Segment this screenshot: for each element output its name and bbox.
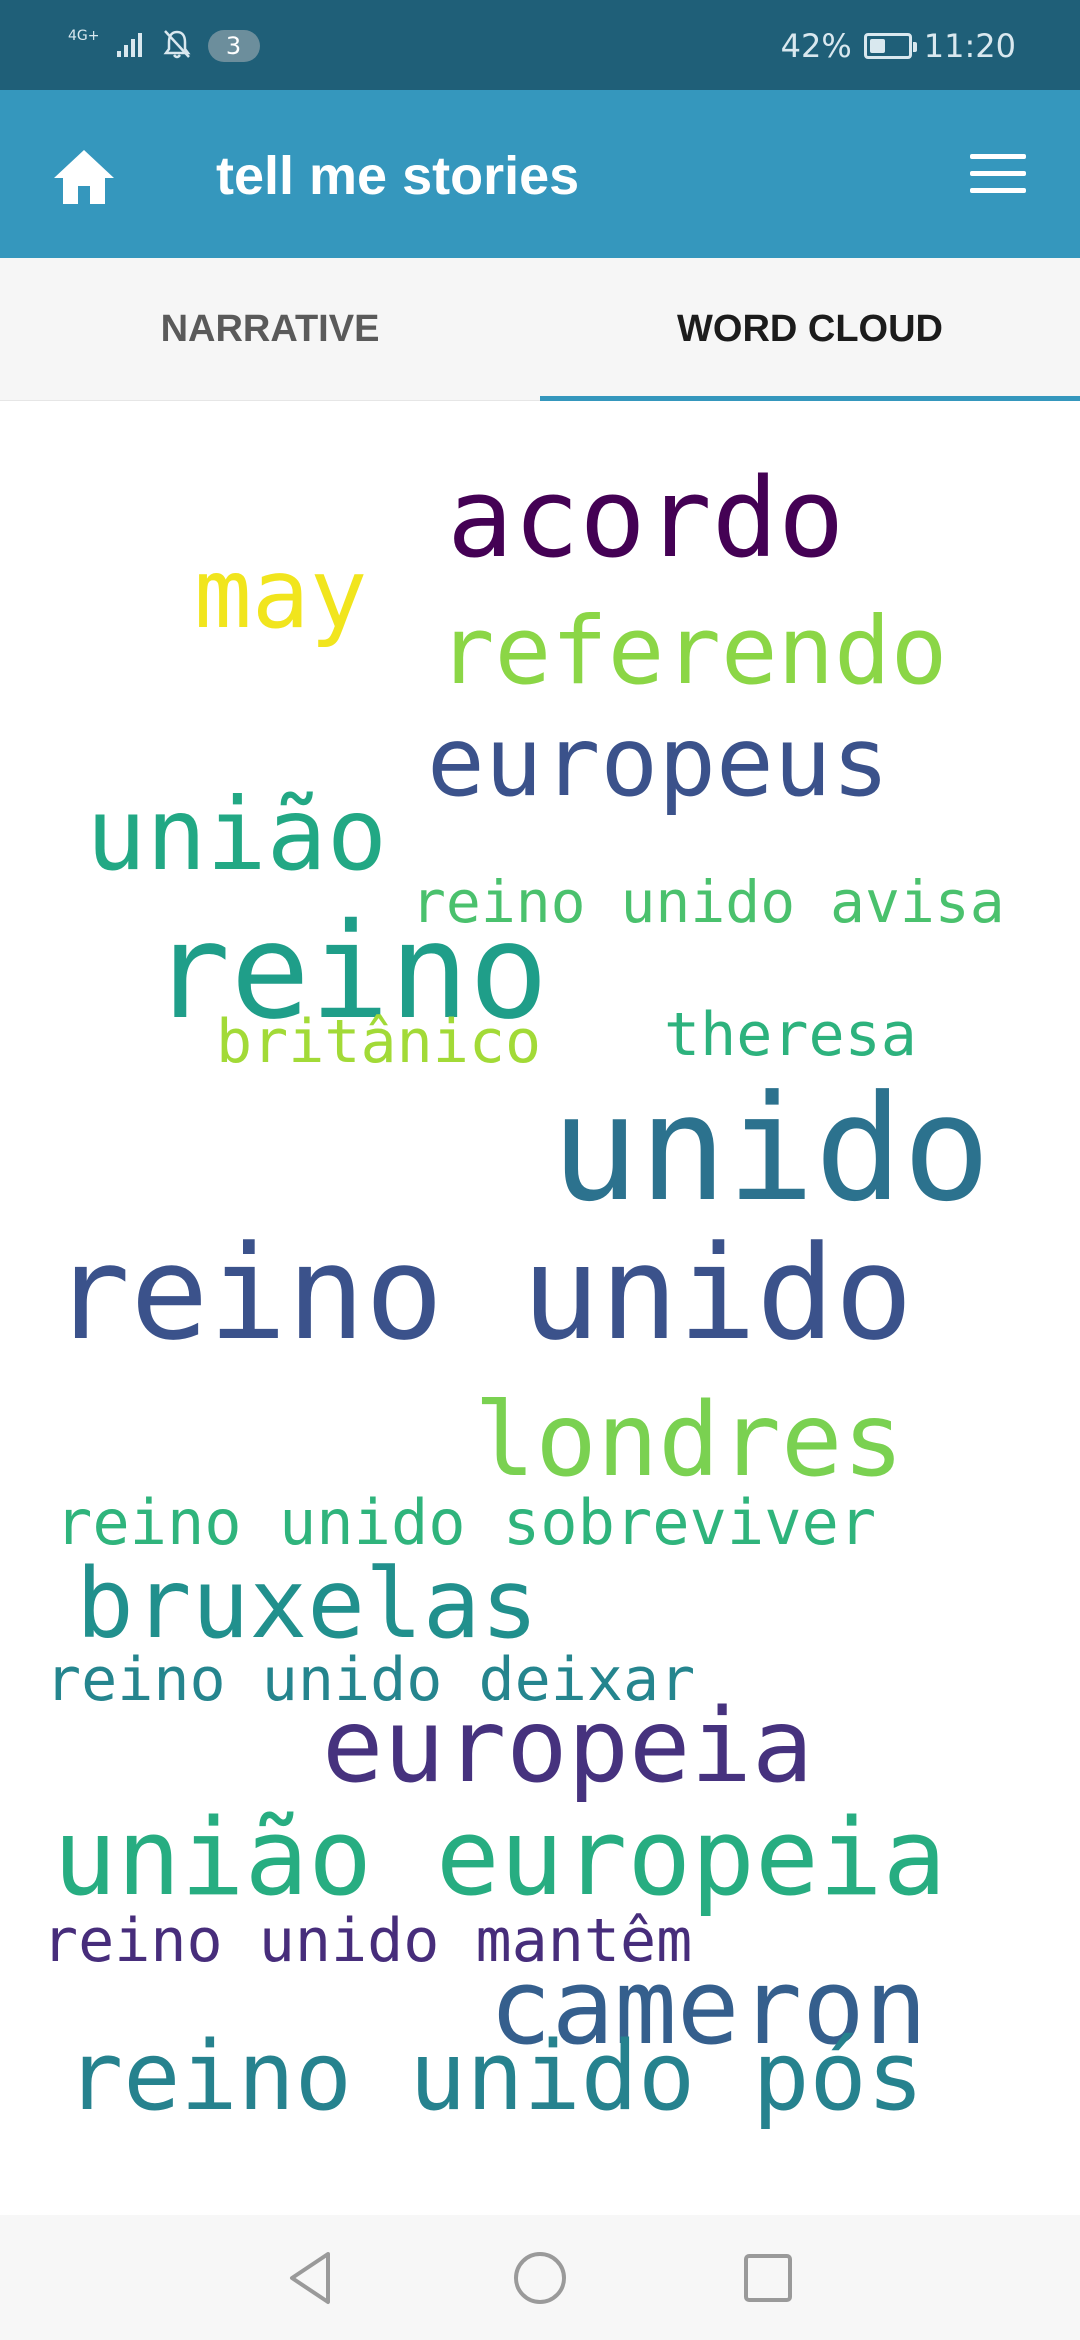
nav-home-button[interactable] [480, 2215, 600, 2340]
app-title: tell me stories [216, 146, 580, 206]
network-type-label: 4G+ [68, 28, 100, 44]
word-cloud-word: theresa [664, 1000, 917, 1070]
home-button[interactable] [50, 144, 118, 208]
tab-bar: NARRATIVE WORD CLOUD [0, 258, 1080, 401]
word-cloud-word: reino [151, 895, 549, 1049]
hamburger-menu-icon [970, 154, 1026, 193]
signal-icon [116, 29, 146, 64]
status-bar: 4G+ 3 42% 11:20 [0, 0, 1080, 90]
status-left: 4G+ 3 [68, 24, 260, 68]
word-cloud-word: reino unido deixar [45, 1645, 696, 1715]
tab-word-cloud[interactable]: WORD CLOUD [677, 307, 943, 350]
word-cloud-word: europeus [427, 706, 890, 818]
word-cloud-word: londres [474, 1381, 904, 1500]
back-triangle-icon [290, 2251, 330, 2304]
app-bar: tell me stories [0, 90, 1080, 258]
word-cloud-word: referendo [438, 597, 948, 706]
word-cloud-word: reino unido sobreviver [55, 1486, 877, 1559]
word-cloud-word: acordo [447, 454, 845, 582]
battery-percentage: 42% [780, 27, 852, 65]
word-cloud-word: unido [551, 1064, 991, 1234]
menu-button[interactable] [968, 150, 1028, 198]
tab-narrative[interactable]: NARRATIVE [160, 307, 380, 350]
clock: 11:20 [923, 27, 1016, 65]
word-cloud-word: reino unido [52, 1217, 913, 1369]
home-circle-icon [514, 2251, 566, 2304]
word-cloud-word: bruxelas [76, 1548, 539, 1660]
word-cloud-word: may [194, 538, 368, 650]
word-cloud-word: reino unido avisa [411, 868, 1005, 936]
status-right: 42% 11:20 [781, 24, 1016, 68]
word-cloud-word: união europeia [53, 1796, 947, 1919]
word-cloud-word: britânico [216, 1007, 542, 1077]
word-cloud: acordo may referendo europeus união rein… [0, 400, 1080, 2215]
word-cloud-word: cameron [489, 1946, 928, 2068]
battery-fill [869, 39, 885, 53]
home-icon [54, 150, 114, 204]
mute-bell-icon [162, 28, 192, 65]
word-cloud-word: reino unido mantêm [42, 1906, 693, 1976]
word-cloud-word: europeia [322, 1687, 814, 1806]
nav-recents-button[interactable] [708, 2215, 828, 2340]
word-cloud-word: reino unido pós [66, 2022, 924, 2132]
recents-square-icon [744, 2253, 792, 2302]
notification-count-badge: 3 [207, 30, 260, 62]
word-cloud-word: união [86, 776, 388, 893]
system-nav-bar [0, 2215, 1080, 2340]
battery-icon [863, 33, 917, 59]
nav-back-button[interactable] [250, 2215, 370, 2340]
tab-selected-indicator [540, 396, 1080, 401]
